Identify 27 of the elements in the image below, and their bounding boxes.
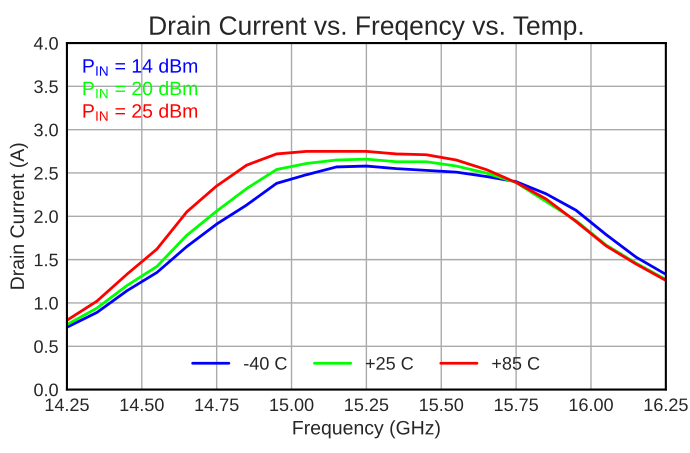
y-tick-label: 1.5 bbox=[34, 254, 58, 266]
y-tick-label: 2.0 bbox=[34, 210, 58, 224]
y-tick-label: 0.0 bbox=[34, 384, 58, 396]
x-axis-title: Frequency (GHz) bbox=[293, 420, 440, 438]
x-tick-label: 14.50 bbox=[120, 398, 164, 412]
legend-label: +85 C bbox=[492, 356, 540, 370]
x-tick-label: 14.75 bbox=[195, 398, 238, 412]
y-axis-title: Drain Current (A) bbox=[10, 143, 28, 289]
x-tick-label: 15.25 bbox=[345, 398, 388, 412]
x-tick-label: 14.25 bbox=[46, 398, 89, 412]
annotation: P$_{IN}$ = 14 dBm bbox=[84, 58, 198, 76]
x-tick-label: 15.50 bbox=[420, 398, 464, 412]
y-tick-label: 4.0 bbox=[34, 36, 58, 50]
y-tick-label: 0.5 bbox=[34, 340, 58, 353]
legend-label: -40 C bbox=[244, 356, 287, 370]
x-tick-label: 15.00 bbox=[270, 398, 314, 412]
annotation: P$_{IN}$ = 25 dBm bbox=[84, 104, 198, 121]
y-tick-label: 3.5 bbox=[34, 80, 58, 94]
y-tick-label: 1.0 bbox=[34, 296, 58, 310]
chart-title: Drain Current vs. Freqency vs. Temp. bbox=[150, 16, 582, 40]
annotation: P$_{IN}$ = 20 dBm bbox=[84, 81, 198, 98]
x-tick-label: 15.75 bbox=[494, 398, 538, 412]
x-tick-label: 16.00 bbox=[570, 398, 613, 412]
x-tick-label: 16.25 bbox=[644, 398, 688, 412]
y-tick-label: 3.0 bbox=[34, 124, 58, 136]
legend-label: +25 C bbox=[366, 356, 414, 370]
y-tick-label: 2.5 bbox=[34, 166, 58, 180]
